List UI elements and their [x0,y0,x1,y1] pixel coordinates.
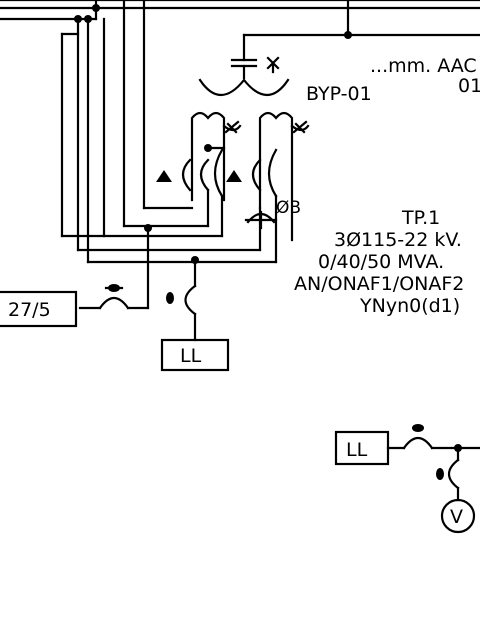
bypass-capacitor [198,56,290,96]
bus-lines [0,0,480,37]
conductor-suffix: 01 [458,75,480,97]
ll-label-lower: LL [346,439,368,461]
transformer-cooling: AN/ONAF1/ONAF2 [294,273,464,295]
transformer-coils [156,111,310,242]
transformer-rating: 0/40/50 MVA. [318,251,444,273]
feeder-wires [60,0,350,264]
ll-branch-upper [160,258,230,372]
transformer-name: TP.1 [401,207,440,229]
ll-branch-lower [334,424,480,534]
ct-branch [0,284,150,328]
ct-ratio-label: 27/5 [8,299,51,321]
voltmeter-label: V [450,506,463,528]
bypass-label: BYP-01 [306,83,372,105]
conductor-label: ...mm. AAC [370,55,477,77]
transformer-vector-group: YNyn0(d1) [359,295,460,317]
ll-label-upper: LL [180,345,202,367]
transformer-voltage: 3Ø115-22 kV. [334,229,462,251]
pt-label: ØB [276,198,301,218]
delta-symbol-left [156,170,172,182]
transformer-wiring [60,188,278,310]
delta-symbol-right [226,170,242,182]
